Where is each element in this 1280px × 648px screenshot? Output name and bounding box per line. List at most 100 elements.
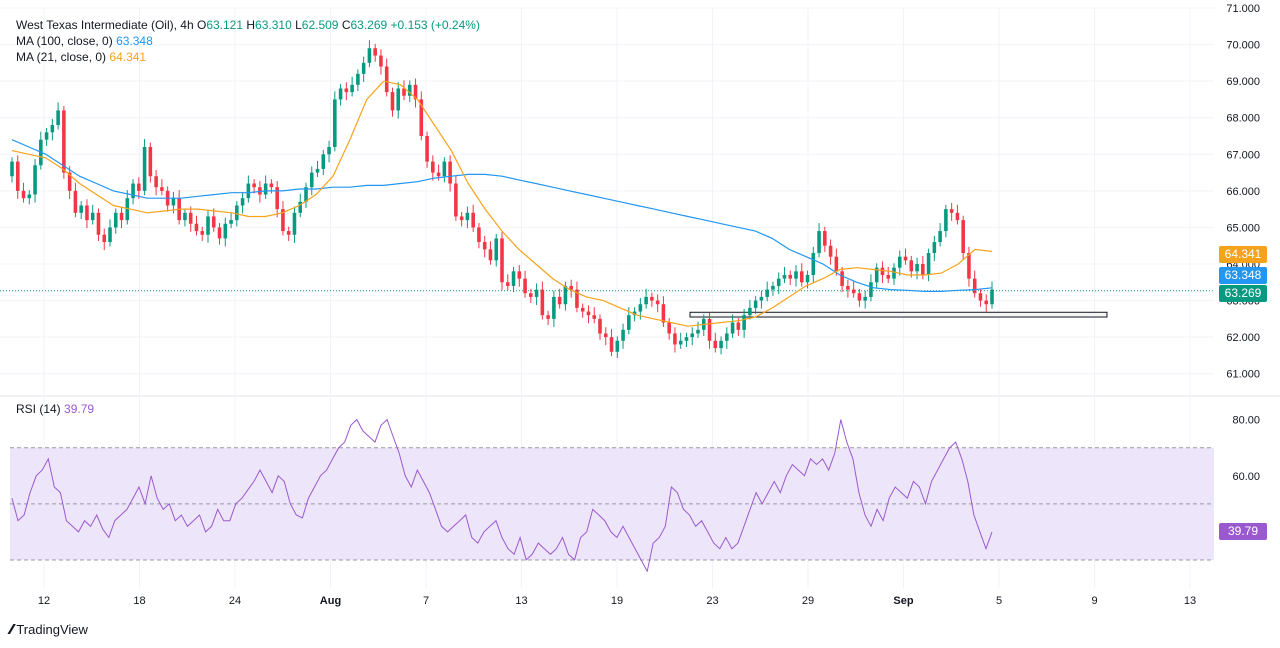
time-tick-label: 29 xyxy=(802,595,814,607)
candle-body xyxy=(67,172,72,191)
ma100-value: 63.348 xyxy=(116,34,153,48)
candle-body xyxy=(315,168,320,173)
candle-body xyxy=(719,340,723,349)
candle-body xyxy=(909,260,914,272)
time-tick-label: Aug xyxy=(320,595,341,607)
candle-body xyxy=(540,289,545,316)
candle-body xyxy=(615,340,620,352)
candle-body xyxy=(603,333,608,338)
candle-body xyxy=(396,88,401,111)
candle-body xyxy=(511,271,516,286)
candle-body xyxy=(333,99,337,147)
candle-body xyxy=(857,293,862,301)
candle-body xyxy=(667,322,671,334)
ma21-line xyxy=(11,80,993,327)
candle-body xyxy=(851,289,856,294)
low-value: 62.509 xyxy=(301,18,339,32)
candle-body xyxy=(27,194,32,199)
close-label: C xyxy=(341,18,351,32)
candle-body xyxy=(897,256,902,268)
candle-body xyxy=(206,216,210,235)
open-value: 63.121 xyxy=(206,18,244,32)
candle-body xyxy=(684,337,689,341)
rsi-band xyxy=(10,447,1214,561)
ma21-price-badge: 64.341 xyxy=(1219,246,1267,263)
candle-body xyxy=(915,264,919,272)
price-tick-label: 66.000 xyxy=(1226,186,1260,198)
candle-body xyxy=(725,333,729,341)
candle-body xyxy=(632,311,637,316)
candle-body xyxy=(834,256,839,272)
candle-body xyxy=(183,212,187,221)
candle-body xyxy=(782,274,787,279)
ohlc-legend: West Texas Intermediate (Oil), 4h O63.12… xyxy=(16,17,480,33)
candle-body xyxy=(286,231,291,235)
candle-body xyxy=(350,84,354,93)
candle-body xyxy=(730,322,735,334)
time-tick-label: 18 xyxy=(133,595,145,607)
candle-body xyxy=(978,293,983,301)
candle-body xyxy=(119,212,124,221)
candle-body xyxy=(771,285,775,290)
price-tick-label: 71.000 xyxy=(1226,3,1260,15)
candle-body xyxy=(505,282,510,286)
time-tick-label: 12 xyxy=(38,595,50,607)
rsi-legend-value: 39.79 xyxy=(64,402,95,416)
candle-body xyxy=(465,212,470,221)
candle-body xyxy=(580,307,585,312)
candle-body xyxy=(776,278,781,286)
candle-body xyxy=(655,300,660,305)
candle-body xyxy=(258,187,262,195)
candle-body xyxy=(563,285,568,305)
candle-body xyxy=(552,296,556,319)
candle-body xyxy=(869,282,873,297)
candle-body xyxy=(759,296,764,301)
candle-body xyxy=(131,183,135,199)
candle-body xyxy=(627,315,631,330)
candle-body xyxy=(309,172,314,188)
tradingview-logo[interactable]: ⁄⁄ TradingView xyxy=(10,622,88,638)
candle-body xyxy=(108,227,112,243)
price-tick-label: 68.000 xyxy=(1226,113,1260,125)
candle-body xyxy=(373,48,377,56)
candle-body xyxy=(477,227,481,243)
candle-body xyxy=(338,88,343,100)
candle-body xyxy=(863,296,867,301)
candle-body xyxy=(50,125,55,133)
candle-body xyxy=(211,216,216,228)
candle-body xyxy=(523,278,527,294)
candle-body xyxy=(33,165,37,195)
candle-body xyxy=(137,183,141,191)
candle-body xyxy=(188,212,193,224)
candle-body xyxy=(390,92,395,111)
candle-body xyxy=(650,296,654,301)
candle-body xyxy=(419,99,424,136)
candle-body xyxy=(644,296,648,305)
candle-body xyxy=(431,161,435,173)
candle-body xyxy=(488,249,493,261)
ma100-line xyxy=(11,139,993,292)
candle-body xyxy=(575,289,579,308)
candle-body xyxy=(880,267,885,275)
price-tick-label: 67.000 xyxy=(1226,149,1260,161)
candle-body xyxy=(344,88,349,93)
candle-body xyxy=(471,212,475,228)
price-tick-label: 70.000 xyxy=(1226,40,1260,52)
candle-body xyxy=(298,201,303,213)
candle-body xyxy=(113,212,118,228)
candle-body xyxy=(621,329,625,341)
candles xyxy=(10,40,994,358)
ma100-legend: MA (100, close, 0) 63.348 xyxy=(16,33,153,49)
candle-body xyxy=(154,176,158,188)
candle-body xyxy=(500,238,504,283)
candle-body xyxy=(828,245,833,257)
time-tick-label: 7 xyxy=(423,595,429,607)
close-price-badge: 63.269 xyxy=(1219,285,1267,302)
candle-body xyxy=(955,212,960,221)
candle-body xyxy=(281,209,285,232)
candle-body xyxy=(44,132,49,140)
time-tick-label: 5 xyxy=(996,595,1002,607)
candle-body xyxy=(10,161,14,177)
candle-body xyxy=(840,271,844,286)
